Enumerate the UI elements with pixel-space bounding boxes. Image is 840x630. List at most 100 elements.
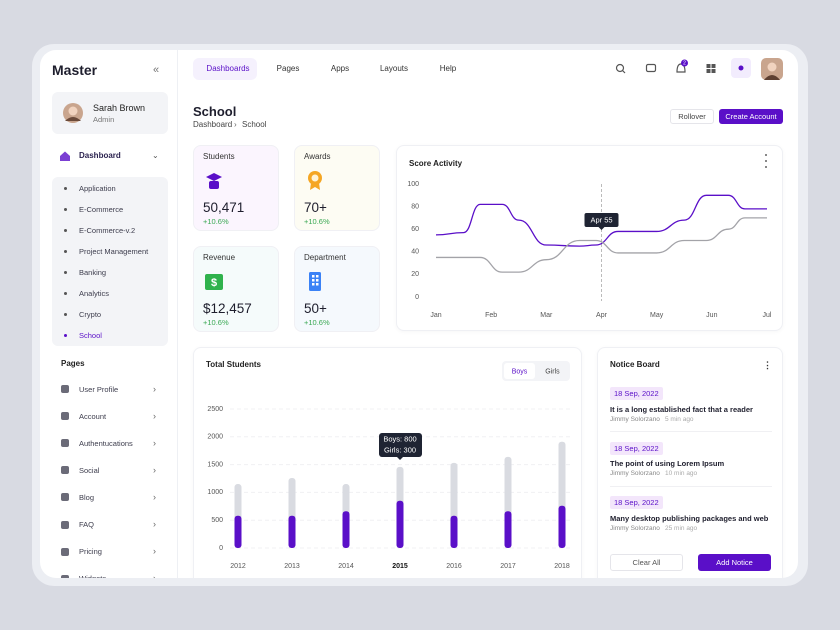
theme-button[interactable] [731,58,751,78]
notice-author: Jimmy Solorzano [610,524,660,532]
x-tick-label: 2015 [392,563,408,570]
bar [396,500,404,548]
button[interactable]: Clear All [610,554,683,571]
notice-board: Notice Board ⋮ 18 Sep, 2022 It is a long es… [597,347,783,578]
submenu-item[interactable]: Banking [79,267,107,277]
brand: Master [52,61,98,78]
nav-item[interactable]: Pages [276,64,300,74]
page-item[interactable]: Pricing [79,547,102,557]
page-item[interactable]: User Profile [79,384,119,394]
page-icon [61,439,69,448]
breadcrumb[interactable]: Dashboard [193,120,233,130]
y-tick-label: 80 [411,203,419,210]
dashboard-icon [60,151,70,161]
notice-title[interactable]: The point of using Lorem Ipsum [610,459,725,468]
stat-card[interactable]: Awards 70+ +10.6% [294,145,380,231]
icon: $ [211,277,217,289]
bullet [64,312,67,316]
submenu-item[interactable]: School [79,330,102,340]
y-tick-label: 2500 [207,406,223,413]
page-item[interactable]: Blog [79,492,95,502]
nav-item[interactable]: Help [439,64,457,74]
stat-value: 50,471 [203,199,245,215]
nav-item[interactable]: Dashboards [206,64,250,74]
x-tick-label: 2012 [230,563,246,570]
tooltip-text: Girls: 300 [384,445,416,454]
legend-entry[interactable]: Girls [545,368,560,375]
notice-title[interactable]: It is a long established fact that a rea… [610,404,753,414]
bullet [64,291,67,295]
icon [676,63,686,73]
button[interactable]: Rollover [670,109,714,124]
page-item[interactable]: Account [79,411,107,421]
nav-item[interactable]: Apps [330,64,350,74]
stat-card[interactable]: Students 50,471 +10.6% [193,145,279,231]
nav-item[interactable]: Layouts [379,64,409,74]
bar [288,515,296,548]
submenu-item[interactable]: E-Commerce [79,204,124,214]
button[interactable]: Create Account [719,109,783,124]
y-tick-label: 40 [411,249,419,256]
icon [622,70,626,74]
page-item[interactable]: FAQ [79,520,95,529]
collapse-button[interactable]: « [153,64,160,76]
page-icon [61,547,69,556]
stat-label: Department [304,253,346,263]
window: « ⌄ Master Sarah Brown Admin Dashboard Appli… [40,50,798,578]
page-item[interactable]: Authentucations [79,438,133,448]
search-button[interactable] [615,63,626,74]
page-icon [61,412,69,421]
icon [645,63,657,73]
menu-dot [765,160,767,162]
stat-icon [309,272,321,291]
y-tick-label: 1000 [207,489,223,496]
card-title: Notice Board [610,360,660,370]
tooltip [584,213,619,227]
button[interactable]: Add Notice [698,554,771,571]
notice-title[interactable]: Many desktop publishing packages and web [610,513,769,523]
notice-time: 10 min ago [665,470,698,478]
tooltip-text: Apr 55 [590,215,612,224]
submenu-item[interactable]: Crypto [79,309,102,319]
stat-change: +10.6% [304,216,330,226]
page-icon [61,520,69,529]
date-badge: 18 Sep, 2022 [610,496,663,509]
stat-card[interactable]: Department 50+ +10.6% [294,246,380,332]
page-item[interactable]: Social [79,465,100,475]
stat-card[interactable]: Revenue $ $12,457 +10.6% [193,246,279,332]
separator [610,431,772,432]
x-tick-label: 2018 [554,563,570,570]
submenu-item[interactable]: Application [79,183,116,193]
stat-value: 50+ [304,300,327,316]
x-tick-label: 2016 [446,563,462,570]
legend-entry[interactable]: Boys [512,368,528,375]
submenu-item[interactable]: E-Commerce-v.2 [79,225,136,235]
apps-button[interactable] [706,64,716,73]
icon [312,279,315,282]
line-series [435,194,767,247]
submenu-item[interactable]: Project Management [79,246,149,256]
sidebar: « ⌄ Master Sarah Brown Admin Dashboard Appli… [40,50,178,578]
stat-change: +10.6% [203,216,229,226]
toggle-button[interactable] [504,363,535,379]
bar [396,466,404,505]
chart-title: Score Activity [409,159,463,168]
menu-item[interactable]: Dashboard [79,151,121,161]
page-icon [61,466,69,475]
icon [309,272,321,291]
chat-button[interactable] [645,63,657,73]
date-badge: 18 Sep, 2022 [610,441,663,455]
line-series [436,217,767,273]
tooltip-arrow [598,227,605,230]
toolbar: 2 [615,58,751,78]
bell-button[interactable]: 2 [676,59,688,73]
bar-chart: Total Students Boys Girls 0 500 1000 1500 2000 2… [206,360,570,570]
page-item[interactable]: Widgets [79,574,106,578]
profile-card[interactable] [52,92,168,134]
submenu-item[interactable]: Analytics [79,288,110,298]
stat-icon: $ [205,274,223,290]
x-tick-label: Jan [430,312,441,319]
menu-button[interactable]: ⋮ [763,359,772,370]
y-tick-label: 1500 [207,461,223,468]
tooltip [379,433,422,457]
